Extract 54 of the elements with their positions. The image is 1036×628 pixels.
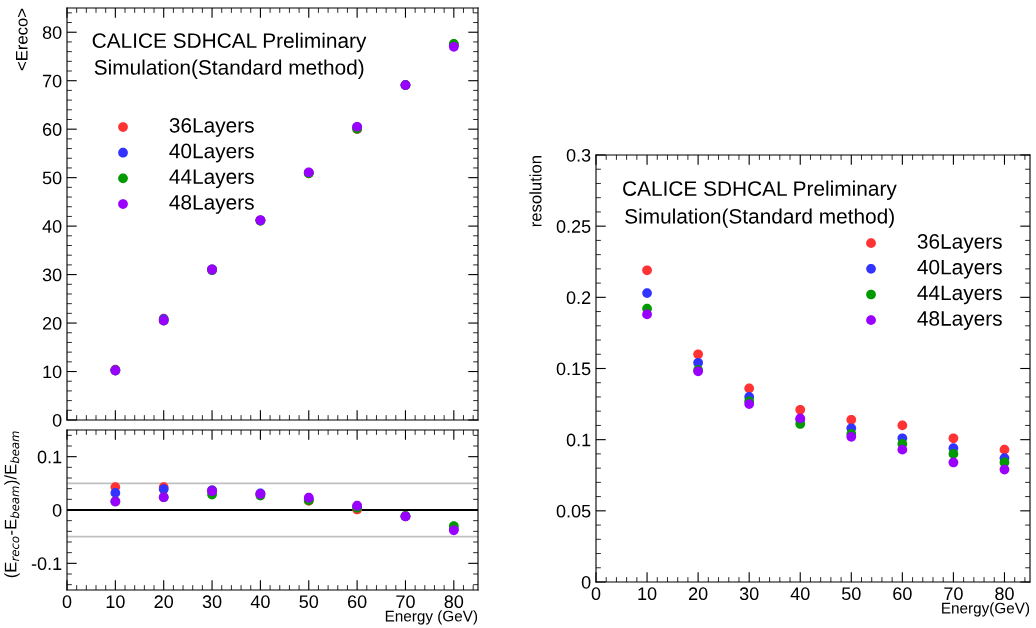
- y-tick-label: 40: [42, 220, 62, 233]
- y-tick-label: -0.1: [31, 557, 62, 571]
- y-tick-label: 0: [52, 413, 62, 427]
- x-tick-label: 60: [347, 595, 367, 609]
- y-tick-label: 60: [42, 123, 62, 136]
- y-tick-label: 0.2: [566, 291, 591, 305]
- y-tick-label: 0.15: [556, 362, 591, 376]
- x-axis-title: Energy(GeV): [942, 602, 1030, 617]
- y-tick-label: 0: [52, 503, 62, 517]
- x-tick-label: 20: [154, 595, 174, 609]
- legend-label: 44Layers: [917, 285, 1002, 305]
- y-tick-label: 0: [581, 575, 591, 589]
- y-tick-label: 0.1: [566, 433, 591, 447]
- y-tick-label: 0.05: [556, 504, 591, 518]
- y-axis-title: resolution: [529, 156, 542, 227]
- x-tick-label: 70: [944, 587, 963, 601]
- x-tick-label: 80: [444, 595, 464, 609]
- x-axis-title: Energy (GeV): [385, 610, 478, 625]
- x-tick-label: 0: [62, 595, 72, 609]
- x-tick-label: 30: [202, 595, 222, 609]
- y-axis-title: (E$_{reco}$-E$_{beam}$)/E$_{beam}$: [4, 431, 20, 578]
- legend-label: 48Layers: [169, 194, 254, 214]
- legend-label: 44Layers: [169, 169, 254, 189]
- legend-label: 36Layers: [917, 234, 1002, 253]
- x-tick-label: 10: [106, 595, 125, 609]
- legend-label: 36Layers: [169, 117, 254, 137]
- y-tick-label: 50: [42, 171, 62, 185]
- x-tick-label: 40: [790, 587, 810, 601]
- y-tick-label: 20: [42, 316, 62, 330]
- y-axis-title: <Ereco>: [16, 8, 28, 71]
- y-tick-label: 80: [42, 26, 62, 39]
- annotation: CALICE SDHCAL Preliminary: [92, 32, 367, 53]
- annotation: Simulation(Standard method): [625, 208, 894, 228]
- y-tick-label: 0.3: [566, 148, 591, 162]
- x-tick-label: 60: [893, 587, 912, 601]
- y-tick-label: 0.25: [556, 220, 591, 233]
- y-tick-label: 10: [43, 365, 62, 379]
- legend-label: 40Layers: [917, 259, 1002, 279]
- y-tick-label: 30: [42, 268, 62, 282]
- legend-label: 40Layers: [169, 143, 254, 163]
- y-tick-label: 70: [42, 74, 62, 88]
- x-tick-label: 30: [739, 587, 759, 601]
- x-tick-label: 50: [299, 595, 319, 609]
- x-tick-label: 80: [995, 587, 1014, 601]
- x-tick-label: 20: [688, 587, 708, 601]
- annotation: CALICE SDHCAL Preliminary: [623, 180, 897, 201]
- x-tick-label: 50: [841, 587, 861, 601]
- x-tick-label: 40: [250, 595, 270, 609]
- x-tick-label: 0: [591, 587, 601, 601]
- legend-label: 48Layers: [917, 311, 1002, 330]
- annotation: Simulation(Standard method): [94, 59, 364, 79]
- x-tick-label: 10: [638, 587, 657, 601]
- x-tick-label: 70: [396, 595, 415, 609]
- y-tick-label: 0.1: [37, 450, 62, 464]
